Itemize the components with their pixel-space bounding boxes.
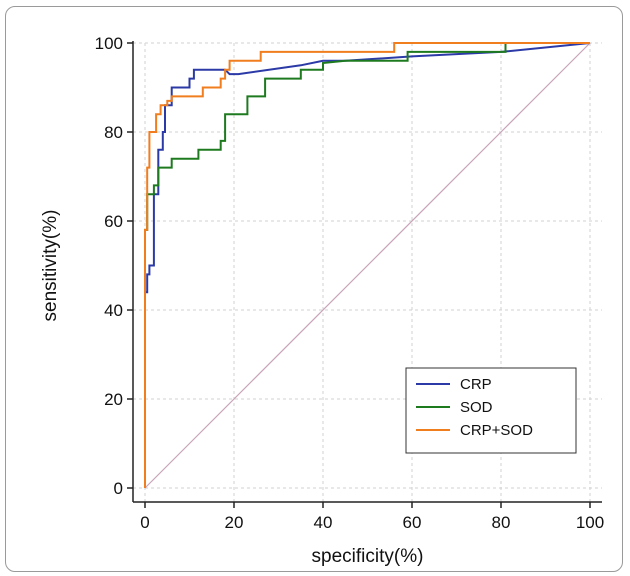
x-tick-label: 40 [314, 513, 333, 532]
diagonal-reference-line [144, 42, 591, 489]
x-axis-title: specificity(%) [312, 546, 424, 567]
series-lines [144, 42, 591, 488]
legend-box [405, 367, 577, 454]
y-tick-label: 20 [104, 390, 123, 409]
x-tick-label: 20 [225, 513, 244, 532]
y-tick-label: 100 [95, 34, 123, 53]
legend-label-crp: CRP [460, 376, 492, 393]
legend: CRP SOD CRP+SOD [405, 367, 577, 454]
series-line-crp-sod [144, 42, 590, 488]
y-tick-label: 40 [104, 301, 123, 320]
x-tick-label: 60 [403, 513, 422, 532]
x-tick-label: 80 [492, 513, 511, 532]
y-tick-label: 80 [104, 123, 123, 142]
legend-label-sod: SOD [460, 399, 493, 416]
series-line-sod [144, 42, 590, 488]
chart-frame [5, 6, 623, 572]
tick-labels: 0 20 40 60 80 100 0 20 40 60 80 100 [95, 34, 605, 532]
reference-diagonal [144, 42, 591, 489]
x-tick-label: 100 [576, 513, 604, 532]
y-tick-label: 0 [114, 479, 123, 498]
series-line-crp [144, 42, 591, 488]
x-tick-label: 0 [140, 513, 149, 532]
axes [127, 41, 602, 508]
legend-label-crp-sod: CRP+SOD [460, 422, 533, 439]
y-tick-label: 60 [104, 212, 123, 231]
y-axis-title: sensitivity(%) [40, 210, 61, 322]
